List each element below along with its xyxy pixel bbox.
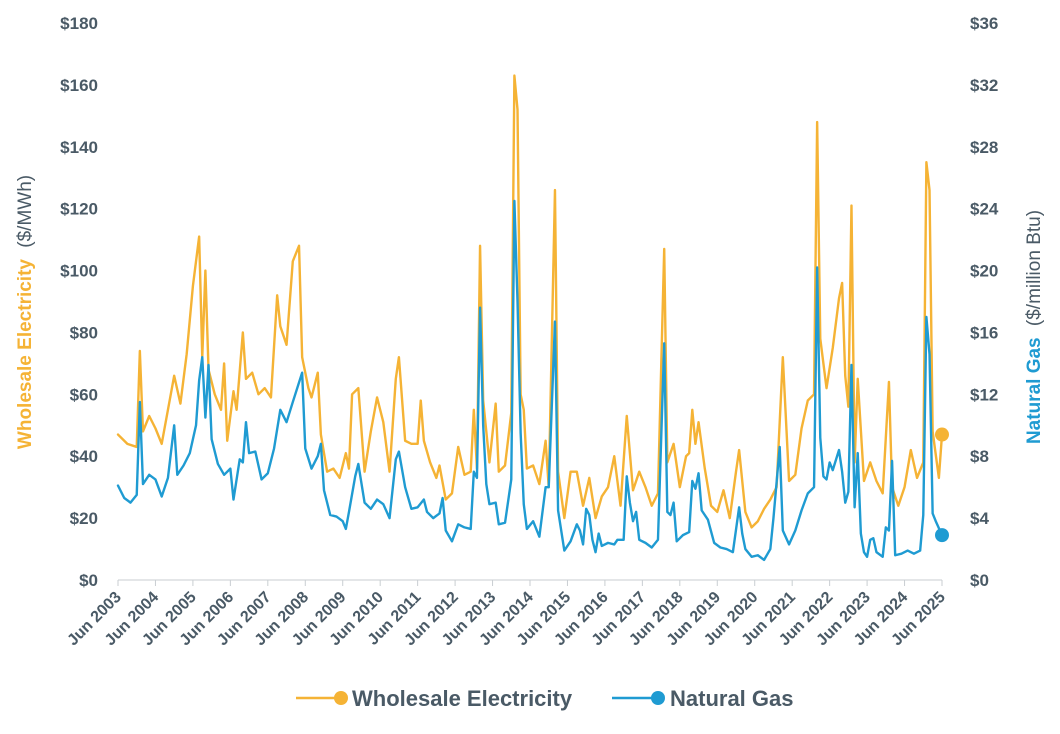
legend-label-electricity: Wholesale Electricity	[352, 686, 573, 711]
left-axis-tick-label: $120	[60, 200, 98, 219]
series-lines	[116, 74, 949, 562]
right-axis-tick-label: $32	[970, 76, 998, 95]
right-axis-title: Natural Gas ($/million Btu)	[1024, 210, 1045, 444]
series-line-natural-gas	[116, 199, 944, 562]
right-axis-tick-label: $16	[970, 323, 998, 342]
right-axis-tick-label: $36	[970, 14, 998, 33]
legend-item-natural-gas[interactable]: Natural Gas	[612, 686, 794, 711]
left-axis-tick-label: $80	[70, 323, 98, 342]
left-axis-title-main: Wholesale Electricity	[15, 259, 36, 450]
left-axis-tick-label: $140	[60, 138, 98, 157]
series-line-wholesale-electricity	[116, 74, 944, 529]
right-axis-tick-label: $24	[970, 200, 999, 219]
legend-swatch-dot-natural-gas	[651, 691, 665, 705]
right-axis-title-main: Natural Gas	[1024, 337, 1045, 444]
left-axis-title-unit: ($/MWh)	[15, 175, 36, 248]
left-axis-tick-label: $100	[60, 262, 98, 281]
left-axis-tick-label: $0	[79, 571, 98, 590]
right-axis-title-unit: ($/million Btu)	[1024, 210, 1045, 326]
right-axis-tick-label: $12	[970, 385, 998, 404]
series-end-marker-wholesale-electricity	[935, 427, 949, 442]
left-axis-tick-label: $20	[70, 509, 98, 528]
right-axis-tick-label: $8	[970, 447, 989, 466]
legend: Wholesale Electricity Natural Gas	[296, 686, 794, 711]
legend-item-electricity[interactable]: Wholesale Electricity	[296, 686, 573, 711]
right-axis-tick-label: $20	[970, 262, 998, 281]
left-axis-tick-label: $180	[60, 14, 98, 33]
right-axis-tick-label: $4	[970, 509, 989, 528]
left-axis-tick-label: $60	[70, 385, 98, 404]
legend-label-natural-gas: Natural Gas	[670, 686, 794, 711]
right-axis-tick-label: $28	[970, 138, 998, 157]
series-end-marker-natural-gas	[935, 528, 949, 543]
left-axis-tick-label: $160	[60, 76, 98, 95]
left-axis-tick-label: $40	[70, 447, 98, 466]
legend-swatch-dot-electricity	[334, 691, 348, 705]
right-axis-tick-label: $0	[970, 571, 989, 590]
left-axis-title: Wholesale Electricity ($/MWh)	[15, 175, 36, 449]
